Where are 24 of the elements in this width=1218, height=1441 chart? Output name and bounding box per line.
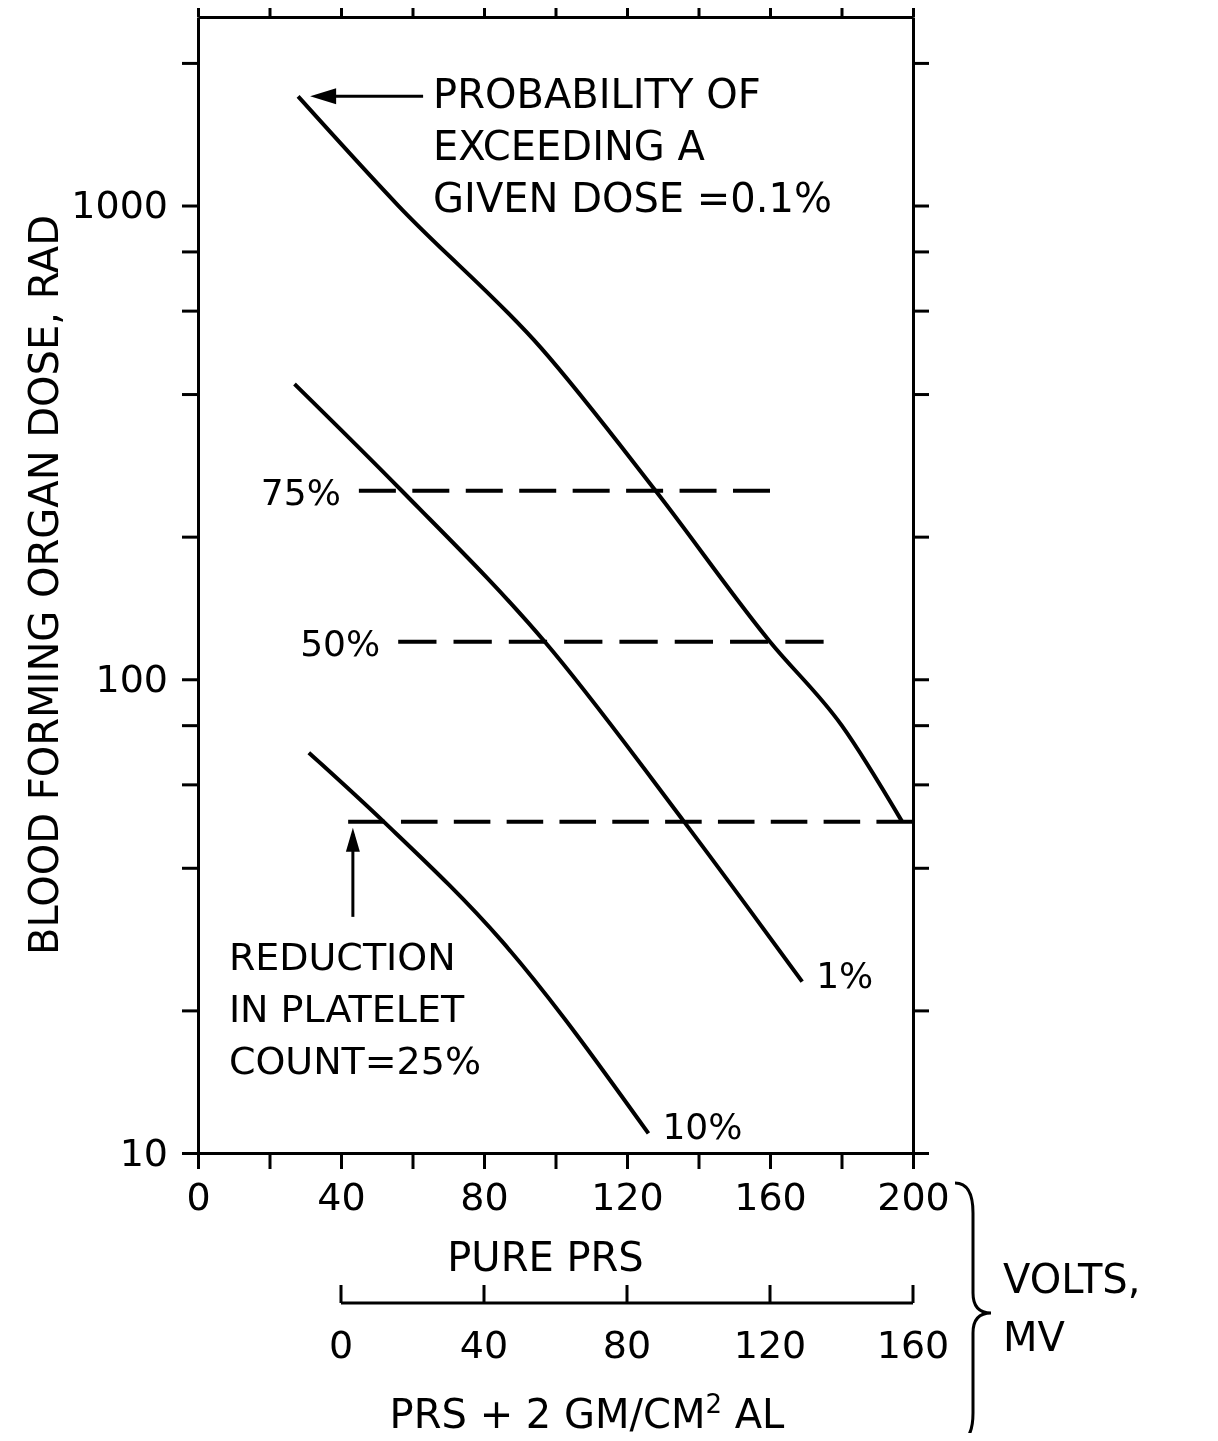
y-axis-title: BLOOD FORMING ORGAN DOSE, RAD bbox=[21, 215, 67, 955]
x2-tick-label: 160 bbox=[876, 1323, 950, 1367]
x-tick-label: 120 bbox=[591, 1174, 664, 1219]
y-tick-label: 1000 bbox=[71, 183, 168, 228]
x2-tick-label: 80 bbox=[602, 1323, 652, 1367]
series-label: 10% bbox=[662, 1106, 743, 1148]
series-label: 50% bbox=[300, 622, 381, 664]
x-tick-label: 200 bbox=[877, 1174, 950, 1219]
series-label: 1% bbox=[816, 954, 874, 996]
x2-tick-label: 120 bbox=[733, 1323, 807, 1367]
x2-axis-title: PRS + 2 GM/CM$^{2}$ AL bbox=[389, 1389, 786, 1437]
x2-tick-label: 40 bbox=[459, 1323, 509, 1367]
x-tick-label: 0 bbox=[186, 1174, 211, 1219]
y-tick-label: 10 bbox=[119, 1130, 168, 1175]
series-label: 75% bbox=[260, 471, 341, 513]
text: VOLTS, MV bbox=[1003, 1256, 1141, 1360]
y-tick-label: 100 bbox=[95, 656, 168, 701]
annotation: REDUCTION IN PLATELET COUNT=25% bbox=[228, 934, 482, 1083]
annotation: PROBABILITY OF EXCEEDING A GIVEN DOSE =0.1% bbox=[433, 71, 832, 222]
x-axis-title: PURE PRS bbox=[447, 1234, 644, 1280]
x-tick-label: 40 bbox=[317, 1174, 366, 1219]
x2-tick-label: 0 bbox=[328, 1323, 354, 1367]
x-tick-label: 80 bbox=[460, 1174, 509, 1219]
x-tick-label: 160 bbox=[734, 1174, 807, 1219]
